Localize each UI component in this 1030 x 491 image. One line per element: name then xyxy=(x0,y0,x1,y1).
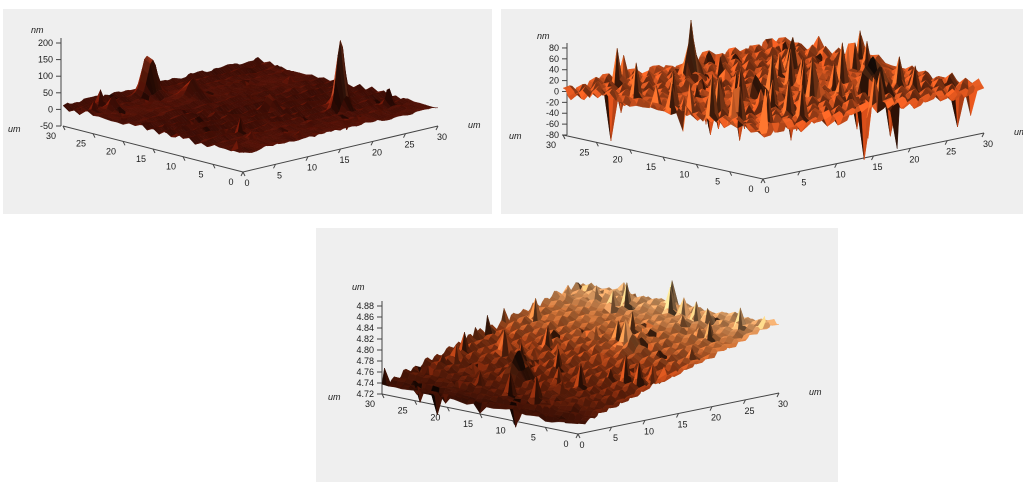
x-tick-label: 15 xyxy=(339,155,349,165)
x-axis: 0 5 10 15 20 25 30 xyxy=(240,125,447,188)
y-tick-label: 15 xyxy=(646,162,656,172)
x-tick-label: 5 xyxy=(613,433,618,443)
y-axis: 30 25 20 15 10 5 0 xyxy=(46,125,246,187)
y-unit-label: um xyxy=(509,131,522,141)
x-tick-label: 5 xyxy=(801,177,806,187)
x-tick-label: 30 xyxy=(778,399,788,409)
y-tick-label: 15 xyxy=(136,154,146,164)
y-tick-label: 30 xyxy=(546,140,556,150)
z-tick-label: 4.74 xyxy=(356,378,374,388)
z-tick-label: 80 xyxy=(549,43,559,53)
z-tick-label: 150 xyxy=(38,55,53,65)
surface-mesh xyxy=(562,19,985,161)
z-tick-label: 200 xyxy=(38,38,53,48)
z-tick-label: -20 xyxy=(546,97,559,107)
z-unit-label: um xyxy=(352,282,365,292)
y-tick-label: 5 xyxy=(198,169,203,179)
x-tick-label: 25 xyxy=(946,147,956,157)
z-tick-label: 4.72 xyxy=(356,389,374,399)
z-axis: 200 150 100 50 0 -50 nm xyxy=(31,25,62,131)
x-tick-label: 15 xyxy=(872,162,882,172)
z-tick-label: 4.84 xyxy=(356,323,374,333)
x-axis: 0 5 10 15 20 25 30 xyxy=(575,392,788,450)
x-tick-label: 10 xyxy=(644,426,654,436)
y-tick-label: 0 xyxy=(563,439,568,449)
x-tick-label: 25 xyxy=(744,406,754,416)
z-tick-label: 0 xyxy=(48,104,53,114)
z-tick-label: 50 xyxy=(43,88,53,98)
x-tick-label: 25 xyxy=(404,140,414,150)
x-tick-label: 20 xyxy=(909,154,919,164)
y-tick-label: 20 xyxy=(106,146,116,156)
afm-plot-panel-bottom: 30 25 20 15 10 5 0 0 5 10 15 20 25 30 4.88 4.86 4.84 4.82… xyxy=(316,228,838,482)
y-tick-label: 25 xyxy=(76,139,86,149)
surface-mesh xyxy=(62,40,439,153)
z-tick-label: -50 xyxy=(40,121,53,131)
y-tick-label: 10 xyxy=(679,169,689,179)
x-tick-label: 0 xyxy=(579,440,584,450)
z-tick-label: -60 xyxy=(546,119,559,129)
x-tick-label: 30 xyxy=(983,139,993,149)
y-tick-label: 10 xyxy=(496,426,506,436)
z-tick-label: 100 xyxy=(38,71,53,81)
z-tick-label: -40 xyxy=(546,108,559,118)
z-tick-label: 4.86 xyxy=(356,312,374,322)
z-tick-label: 40 xyxy=(549,65,559,75)
y-tick-label: 25 xyxy=(579,147,589,157)
x-unit-label: um xyxy=(809,387,822,397)
x-tick-label: 15 xyxy=(677,420,687,430)
z-tick-label: 0 xyxy=(554,86,559,96)
z-unit-label: nm xyxy=(31,25,44,35)
y-tick-label: 20 xyxy=(430,412,440,422)
z-tick-label: 4.80 xyxy=(356,345,374,355)
z-tick-label: 60 xyxy=(549,54,559,64)
z-axis: 4.884.864.844.824.804.784.764.744.72 um xyxy=(352,282,383,399)
z-tick-label: 4.76 xyxy=(356,367,374,377)
z-unit-label: nm xyxy=(537,31,550,41)
y-tick-label: 0 xyxy=(228,177,233,187)
y-tick-label: 0 xyxy=(748,184,753,194)
y-tick-label: 15 xyxy=(463,419,473,429)
y-unit-label: um xyxy=(8,124,21,134)
x-tick-label: 10 xyxy=(836,170,846,180)
x-tick-label: 5 xyxy=(277,170,282,180)
y-tick-label: 20 xyxy=(613,155,623,165)
x-unit-label: um xyxy=(1014,127,1023,137)
x-tick-label: 20 xyxy=(372,147,382,157)
x-tick-label: 0 xyxy=(244,178,249,188)
y-axis: 30 25 20 15 10 5 0 xyxy=(546,134,766,194)
y-tick-label: 5 xyxy=(531,432,536,442)
y-tick-label: 30 xyxy=(365,399,375,409)
surface-mesh xyxy=(381,280,780,428)
x-axis: 0 5 10 15 20 25 30 xyxy=(760,132,993,195)
x-tick-label: 30 xyxy=(437,132,447,142)
x-tick-label: 0 xyxy=(764,185,769,195)
y-unit-label: um xyxy=(328,392,341,402)
x-tick-label: 10 xyxy=(307,163,317,173)
z-tick-label: -80 xyxy=(546,130,559,140)
y-tick-label: 10 xyxy=(166,162,176,172)
z-tick-label: 4.78 xyxy=(356,356,374,366)
afm-plot-panel-top-right: 30 25 20 15 10 5 0 0 5 10 15 20 25 30 80 60 40 20 0 -20 -40-… xyxy=(501,9,1023,214)
z-tick-label: 4.88 xyxy=(356,301,374,311)
y-axis: 30 25 20 15 10 5 0 xyxy=(365,393,581,449)
afm-plot-panel-top-left: 30 25 20 15 10 5 0 0 5 10 15 20 25 30 200 150 100 50 0 -50 n… xyxy=(3,9,492,214)
x-tick-label: 20 xyxy=(711,413,721,423)
x-unit-label: um xyxy=(468,120,481,130)
y-tick-label: 5 xyxy=(715,177,720,187)
y-tick-label: 30 xyxy=(46,131,56,141)
z-tick-label: 4.82 xyxy=(356,334,374,344)
z-tick-label: 20 xyxy=(549,76,559,86)
y-tick-label: 25 xyxy=(398,406,408,416)
